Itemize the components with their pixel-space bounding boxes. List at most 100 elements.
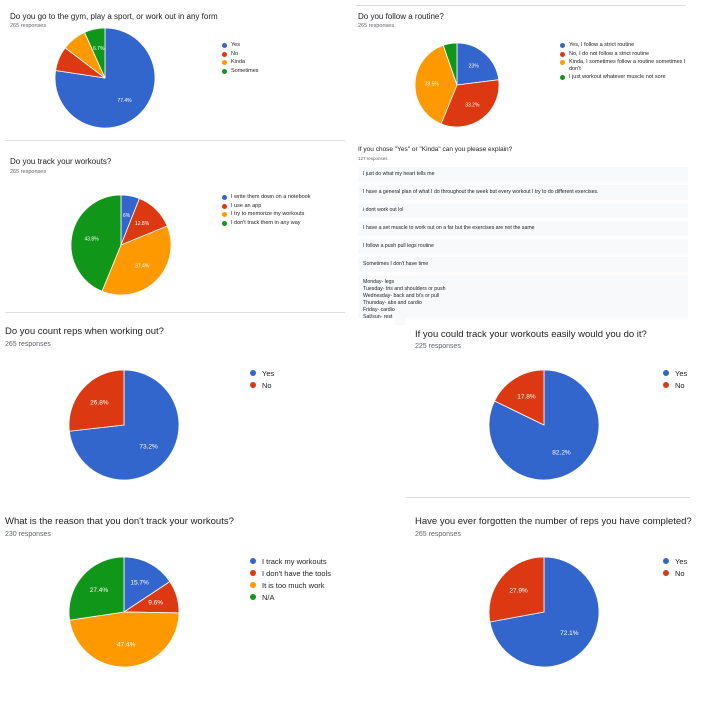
divider	[5, 140, 345, 141]
chart-title: Have you ever forgotten the number of re…	[415, 516, 692, 527]
legend-label: Yes	[262, 369, 275, 378]
pie-label: 15.7%	[130, 580, 149, 587]
legend-label: No, I do not follow a strict routine	[569, 50, 650, 57]
chart-title: What is the reason that you don't track …	[5, 516, 234, 527]
chart-legend: Yes No	[663, 369, 687, 393]
chart-legend: Yes, I follow a strict routine No, I do n…	[560, 42, 695, 83]
response-row: Monday- legs Tuesday- tris and shoulders…	[358, 275, 688, 326]
explain-panel: If you chose "Yes" or "Kinda" can you pl…	[356, 143, 696, 326]
pie-label: 26.8%	[90, 400, 109, 407]
chart-panel-track-easily: If you could track your workouts easily …	[405, 318, 695, 498]
pie-chart-routine: 23% 33.2% 38.5%	[414, 42, 500, 128]
response-row: I just do what my heart tells me	[358, 167, 688, 183]
legend-swatch	[250, 558, 256, 564]
legend-label: N/A	[262, 593, 275, 602]
chart-legend: Yes No	[250, 369, 274, 393]
legend-item: No	[250, 381, 274, 390]
chart-responses: 225 responses	[415, 343, 461, 350]
legend-label: I write them down on a notebook	[231, 194, 311, 200]
pie-slice-yes-i-follow-a-strict-routine	[456, 42, 500, 86]
legend-label: I track my workouts	[262, 557, 327, 566]
response-row: I follow a push pull legs routine	[358, 239, 688, 255]
legend-item: Yes	[663, 369, 687, 378]
legend-label: No	[675, 381, 685, 390]
pie-slice-i-try-to-memorize-my-workouts	[101, 225, 172, 296]
pie-chart-track-easily: 82.2% 17.8%	[488, 369, 600, 481]
legend-item: I try to memorize my workouts	[222, 211, 342, 218]
pie-label: 27.9%	[509, 588, 528, 595]
legend-item: No	[663, 569, 687, 578]
explain-responses: 127 responses	[358, 156, 388, 161]
legend-item: Sometimes	[222, 68, 259, 75]
divider	[405, 497, 690, 498]
chart-legend: Yes No	[663, 557, 687, 581]
legend-item: I write them down on a notebook	[222, 194, 342, 201]
pie-chart-forgotten-reps: 72.1% 27.9%	[488, 556, 600, 668]
legend-label: I try to memorize my workouts	[231, 211, 305, 218]
pie-slice-i-track-my-workouts	[123, 556, 171, 613]
chart-title: Do you count reps when working out?	[5, 326, 164, 337]
legend-item: Kinda, I sometimes follow a routine some…	[560, 59, 695, 72]
legend-swatch	[250, 594, 256, 600]
response-list: I just do what my heart tells me I have …	[358, 167, 688, 328]
legend-item: No, I do not follow a strict routine	[560, 51, 695, 58]
legend-item: I don't track them in any way	[222, 220, 342, 227]
legend-swatch	[250, 370, 256, 376]
pie-chart-gym: 77.4% 6.7%	[54, 27, 156, 129]
legend-label: Kinda, I sometimes follow a routine some…	[569, 59, 686, 72]
response-row: I have a set muscle to work out on a far…	[358, 221, 688, 237]
chart-title: Do you follow a routine?	[358, 12, 444, 21]
legend-swatch	[222, 212, 227, 218]
chart-title: Do you track your workouts?	[10, 157, 112, 166]
pie-slice-kinda-i-sometimes-follow-a-routine-sometimes-i-don-t	[414, 44, 458, 125]
pie-slice-no	[488, 556, 545, 623]
pie-slice-yes	[489, 556, 600, 668]
legend-item: I don't have the tools	[250, 569, 380, 578]
pie-slice-i-don-t-track-them-in-any-way	[70, 194, 122, 292]
legend-item: I just workout whatever muscle not sore	[560, 74, 695, 81]
pie-slice-no	[68, 369, 125, 432]
divider	[356, 5, 686, 6]
legend-label: Yes	[675, 557, 688, 566]
legend-item: I track my workouts	[250, 557, 380, 566]
pie-slice-no-i-do-not-follow-a-strict-routine	[440, 79, 500, 128]
legend-swatch	[560, 51, 565, 57]
chart-title: If you could track your workouts easily …	[415, 329, 647, 340]
chart-legend: I track my workouts I don't have the tool…	[250, 557, 380, 605]
pie-chart-reason: 15.7% 9.6% 47.4% 27.4%	[68, 556, 180, 668]
pie-label: 33.2%	[465, 102, 480, 108]
chart-responses: 265 responses	[415, 531, 461, 538]
legend-swatch	[250, 570, 256, 576]
legend-label: I don't track them in any way	[231, 219, 301, 226]
legend-label: No	[675, 569, 685, 578]
pie-chart-track: 6% 12.8% 37.4% 43.8%	[70, 194, 172, 296]
pie-label: 17.8%	[517, 394, 536, 401]
pie-label: 82.2%	[552, 450, 571, 457]
chart-legend: Yes No Kinda Sometimes	[222, 42, 259, 76]
legend-label: Yes, I follow a strict routine	[569, 42, 635, 48]
legend-item: No	[222, 51, 259, 58]
divider	[5, 312, 345, 313]
legend-label: Sometimes	[231, 67, 259, 74]
response-row: i dont work out lol	[358, 203, 688, 219]
legend-item: It is too much work	[250, 581, 380, 590]
legend-item: Yes	[222, 42, 259, 49]
chart-panel-count-reps: Do you count reps when working out? 265 …	[0, 318, 395, 498]
pie-label: 12.8%	[135, 221, 150, 227]
legend-swatch	[560, 43, 565, 48]
pie-label: 27.4%	[90, 587, 109, 594]
legend-label: Yes	[675, 369, 688, 378]
legend-swatch	[222, 60, 227, 66]
chart-panel-routine: Do you follow a routine? 265 responses 2…	[356, 0, 696, 140]
explain-title: If you chose "Yes" or "Kinda" can you pl…	[358, 146, 513, 153]
pie-slice-i-just-workout-whatever-muscle-not-sore	[442, 42, 458, 86]
legend-label: It is too much work	[262, 581, 325, 590]
pie-label: 77.4%	[117, 98, 132, 104]
legend-swatch	[560, 60, 565, 66]
pie-chart-count-reps: 73.2% 26.8%	[68, 369, 180, 481]
chart-responses: 230 responses	[5, 531, 51, 538]
legend-label: No	[262, 381, 272, 390]
chart-responses: 265 responses	[358, 23, 395, 29]
legend-label: I just workout whatever muscle not sore	[569, 74, 666, 81]
pie-slice-sometimes	[84, 27, 106, 79]
